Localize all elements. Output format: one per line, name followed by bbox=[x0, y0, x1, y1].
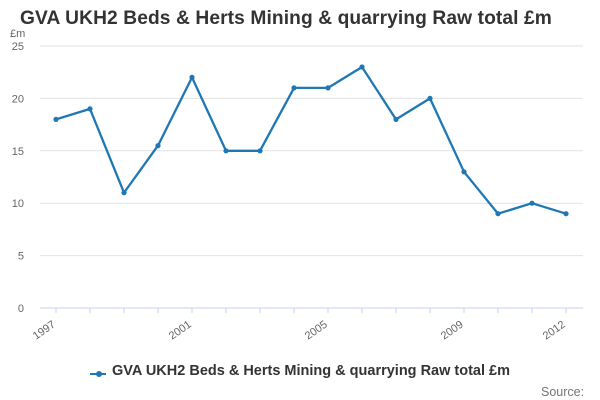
svg-text:25: 25 bbox=[12, 41, 24, 53]
svg-text:2001: 2001 bbox=[167, 319, 194, 343]
svg-text:15: 15 bbox=[12, 146, 24, 158]
svg-text:10: 10 bbox=[12, 198, 24, 210]
svg-text:5: 5 bbox=[18, 251, 24, 263]
svg-text:1997: 1997 bbox=[31, 319, 58, 343]
svg-text:20: 20 bbox=[12, 93, 24, 105]
svg-text:2012: 2012 bbox=[541, 319, 568, 343]
svg-text:2005: 2005 bbox=[303, 319, 330, 343]
svg-text:2009: 2009 bbox=[439, 319, 466, 343]
svg-text:0: 0 bbox=[18, 303, 24, 315]
